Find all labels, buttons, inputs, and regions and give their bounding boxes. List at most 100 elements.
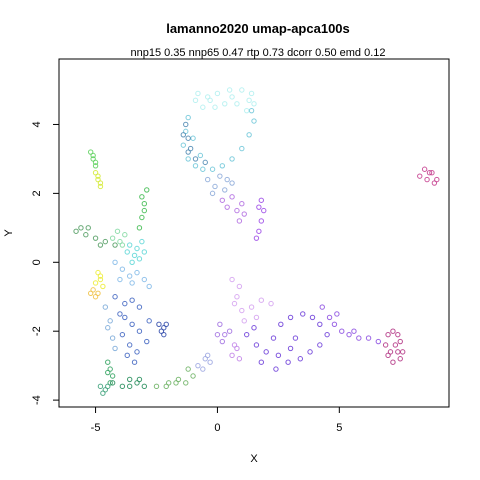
data-point	[95, 176, 101, 183]
data-point	[97, 242, 104, 248]
data-point	[175, 376, 182, 383]
data-point	[258, 218, 265, 224]
data-point	[287, 314, 294, 321]
data-point	[236, 218, 243, 224]
data-point	[161, 325, 167, 331]
y-tick-label: 4	[31, 121, 43, 127]
data-point	[204, 176, 211, 183]
data-point	[256, 228, 262, 234]
data-point	[163, 383, 169, 390]
chart-title: lamanno2020 umap-apca100s	[166, 21, 350, 36]
data-point	[85, 225, 91, 231]
y-axis: -4 -2 0 2 4	[31, 121, 60, 405]
data-point	[243, 107, 250, 114]
data-point	[117, 276, 123, 283]
data-point	[139, 214, 145, 221]
data-point	[224, 176, 230, 183]
data-point	[331, 321, 338, 328]
data-point	[180, 132, 187, 138]
data-point	[158, 328, 165, 334]
point-cluster	[92, 269, 106, 290]
data-point	[136, 376, 143, 383]
data-point	[105, 369, 111, 376]
data-point	[141, 207, 148, 214]
data-point	[78, 225, 84, 231]
data-point	[324, 331, 330, 338]
data-point	[319, 304, 325, 310]
data-point	[192, 156, 199, 162]
data-point	[246, 97, 252, 104]
points-layer	[73, 87, 440, 396]
data-point	[241, 318, 247, 324]
data-point	[187, 145, 194, 152]
data-point	[395, 331, 401, 338]
data-point	[195, 90, 201, 97]
data-point	[222, 187, 228, 193]
data-point	[139, 194, 145, 200]
data-point	[317, 342, 323, 348]
data-point	[183, 121, 189, 128]
data-point	[122, 314, 128, 321]
point-cluster	[382, 328, 406, 365]
data-point	[212, 183, 218, 190]
data-point	[92, 235, 99, 241]
data-point	[200, 166, 206, 172]
data-point	[129, 297, 135, 303]
point-cluster	[87, 287, 101, 300]
point-cluster	[319, 304, 382, 345]
data-point	[126, 273, 133, 279]
data-point	[87, 149, 94, 155]
point-cluster	[229, 276, 274, 324]
point-cluster	[109, 376, 148, 390]
data-point	[122, 300, 128, 307]
data-point	[102, 304, 109, 310]
data-point	[219, 163, 226, 169]
data-point	[131, 359, 138, 365]
data-point	[126, 376, 133, 383]
data-point	[204, 94, 211, 100]
data-point	[105, 383, 111, 390]
point-cluster	[195, 352, 213, 372]
x-tick-label: 0	[214, 422, 220, 434]
data-point	[397, 338, 403, 345]
data-point	[161, 331, 167, 338]
data-point	[229, 194, 235, 200]
point-cluster	[124, 238, 148, 265]
data-point	[307, 349, 313, 355]
point-cluster	[112, 259, 152, 290]
data-point	[165, 380, 172, 386]
data-point	[163, 321, 169, 328]
data-point	[107, 380, 113, 386]
data-point	[153, 383, 160, 390]
data-point	[385, 331, 391, 338]
data-point	[109, 335, 116, 341]
point-cluster	[112, 294, 152, 365]
data-point	[241, 211, 247, 217]
data-point	[107, 366, 113, 372]
data-point	[226, 328, 233, 334]
data-point	[126, 383, 133, 390]
data-point	[243, 331, 250, 338]
data-point	[253, 314, 260, 321]
data-point	[287, 345, 294, 352]
data-point	[100, 283, 106, 290]
data-point	[136, 225, 143, 231]
data-point	[183, 380, 189, 386]
data-point	[102, 238, 109, 245]
data-point	[351, 328, 357, 334]
data-point	[204, 352, 211, 359]
data-point	[222, 331, 228, 338]
data-point	[109, 380, 116, 386]
data-point	[190, 135, 196, 141]
data-point	[387, 349, 394, 355]
y-tick-label: -4	[31, 395, 43, 405]
data-point	[139, 238, 145, 245]
point-cluster	[105, 359, 116, 386]
point-cluster	[204, 173, 235, 197]
data-point	[100, 390, 106, 396]
data-point	[309, 314, 316, 321]
data-point	[117, 238, 123, 245]
data-point	[248, 107, 255, 114]
data-point	[222, 101, 228, 107]
data-point	[365, 335, 372, 341]
